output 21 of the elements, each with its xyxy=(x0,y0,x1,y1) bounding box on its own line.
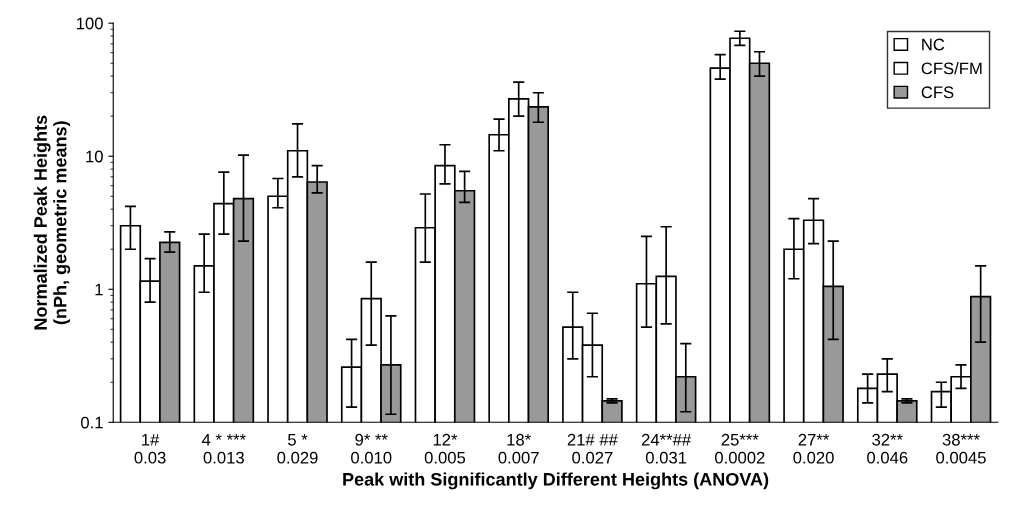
y-tick-label: 1 xyxy=(95,283,103,296)
y-tick-label: 0.1 xyxy=(80,416,103,429)
x-tick-label: 18* 0.007 xyxy=(498,433,539,464)
x-tick-label: 25*** 0.0002 xyxy=(715,433,765,464)
x-tick-label: 32** 0.046 xyxy=(867,433,908,464)
x-tick-label: 5 * 0.029 xyxy=(277,434,318,464)
legend-label: CFS xyxy=(921,86,954,99)
x-tick-label: 21# ## 0.027 xyxy=(567,433,618,464)
y-axis-title: Normalized Peak Heights (nPh, geometric means) xyxy=(33,115,71,330)
x-axis-title: Peak with Significantly Different Heights (ANOVA) xyxy=(343,472,769,490)
legend-label: CFS/FM xyxy=(921,62,982,75)
x-tick-label: 4 * *** 0.013 xyxy=(201,434,246,464)
y-tick-label: 100 xyxy=(76,17,103,30)
x-tick-label: 38*** 0.0045 xyxy=(936,433,986,464)
y-tick-label: 10 xyxy=(86,150,103,163)
x-tick-label: 12* 0.005 xyxy=(424,433,466,464)
x-tick-label: 1# 0.03 xyxy=(134,434,166,464)
x-tick-label: 27** 0.020 xyxy=(793,433,834,464)
legend-label: NC xyxy=(922,38,945,51)
x-tick-label: 9* ** 0.010 xyxy=(351,433,392,464)
x-tick-label: 24**## 0.031 xyxy=(641,433,692,464)
